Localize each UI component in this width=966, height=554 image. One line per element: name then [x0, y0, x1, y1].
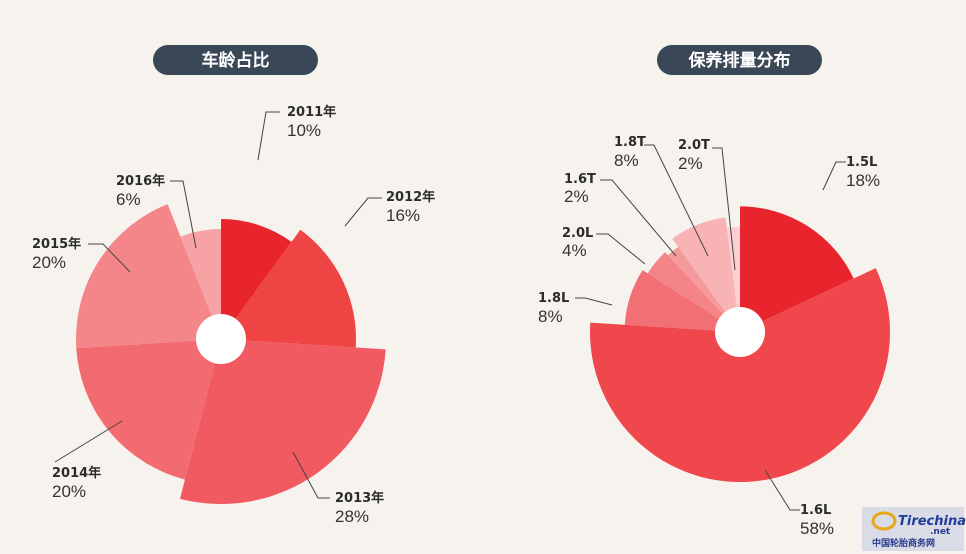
leader-2013: [292, 451, 330, 499]
label-1.5L-value: 18%: [846, 171, 880, 190]
chart-vehicle-age: 车龄占比 2011年 10% 2012年 16% 2013年 28% 2014年…: [32, 45, 435, 526]
chart2-labels: 1.5L 18% 1.6L 58% 1.8L 8% 2.0L 4% 1.6T 2…: [538, 135, 880, 538]
label-2012-value: 16%: [386, 206, 420, 225]
slice-2012年: [221, 229, 356, 348]
leader-2012: [344, 197, 382, 227]
label-1.8L-value: 8%: [538, 307, 563, 326]
label-1.6L-value: 58%: [800, 519, 834, 538]
slice-1.8L: [624, 270, 740, 332]
label-2013-value: 28%: [335, 507, 369, 526]
label-2014-value: 20%: [52, 482, 86, 501]
chart2-center-hole: [715, 307, 765, 357]
tire-logo-icon: [871, 511, 897, 531]
chart1-title-pill: [153, 45, 318, 75]
slice-2.0T: [726, 226, 740, 332]
chart2-title-pill: [657, 45, 822, 75]
leader-2015: [88, 243, 131, 273]
chart1-title: 车龄占比: [202, 50, 270, 71]
slice-2016年: [180, 229, 221, 339]
leader-2014: [54, 420, 123, 463]
slice-2.0L: [647, 252, 740, 332]
label-1.5L-name: 1.5L: [846, 155, 877, 170]
leader-1.8L: [575, 297, 613, 306]
label-1.6L-name: 1.6L: [800, 503, 831, 518]
slice-2015年: [76, 204, 221, 349]
label-2016-value: 6%: [116, 190, 141, 209]
leader-1.8T: [644, 144, 709, 257]
chart2-leaders: [575, 144, 846, 511]
chart1-leaders: [54, 111, 382, 499]
label-2.0T-value: 2%: [678, 154, 703, 173]
leader-1.5L: [822, 161, 846, 191]
slice-2013年: [179, 339, 386, 505]
label-1.8L-name: 1.8L: [538, 291, 569, 306]
label-2015-value: 20%: [32, 253, 66, 272]
label-2.0L-name: 2.0L: [562, 226, 593, 241]
label-2.0T-name: 2.0T: [678, 138, 710, 153]
slice-2014年: [76, 339, 221, 480]
label-2015-name: 2015年: [32, 236, 81, 252]
leader-2.0T: [712, 147, 736, 271]
watermark-caption: 中国轮胎商务网: [872, 537, 935, 549]
label-2014-name: 2014年: [52, 465, 101, 481]
label-2011-name: 2011年: [287, 104, 336, 120]
chart2-slices: [590, 206, 891, 483]
watermark: Tirechina .net 中国轮胎商务网: [862, 507, 966, 551]
label-1.8T-name: 1.8T: [614, 135, 646, 150]
leader-2011: [257, 111, 280, 161]
chart1-slices: [76, 204, 386, 505]
chart-displacement: 保养排量分布 1.5L 18% 1.6L 58% 1.8L 8% 2.0L 4%…: [538, 45, 891, 538]
chart1-center-hole: [196, 314, 246, 364]
label-2011-value: 10%: [287, 121, 321, 140]
watermark-logo-sub: .net: [930, 527, 951, 537]
slice-1.6T: [667, 246, 740, 332]
label-2.0L-value: 4%: [562, 241, 587, 260]
label-1.6T-value: 2%: [564, 187, 589, 206]
leader-1.6L: [764, 469, 800, 511]
chart2-title: 保养排量分布: [688, 50, 791, 71]
label-1.8T-value: 8%: [614, 151, 639, 170]
label-2013-name: 2013年: [335, 490, 384, 506]
label-2016-name: 2016年: [116, 173, 165, 189]
slice-2011年: [221, 219, 292, 339]
label-2012-name: 2012年: [386, 189, 435, 205]
chart1-labels: 2011年 10% 2012年 16% 2013年 28% 2014年 20% …: [32, 104, 435, 526]
slice-1.8T: [672, 217, 740, 332]
leader-1.6T: [600, 179, 677, 257]
leader-2016: [170, 180, 197, 249]
leader-2.0L: [596, 233, 646, 265]
label-1.6T-name: 1.6T: [564, 172, 596, 187]
watermark-logo: Tirechina: [898, 514, 966, 529]
slice-1.6L: [590, 268, 891, 483]
slice-1.5L: [740, 206, 854, 332]
